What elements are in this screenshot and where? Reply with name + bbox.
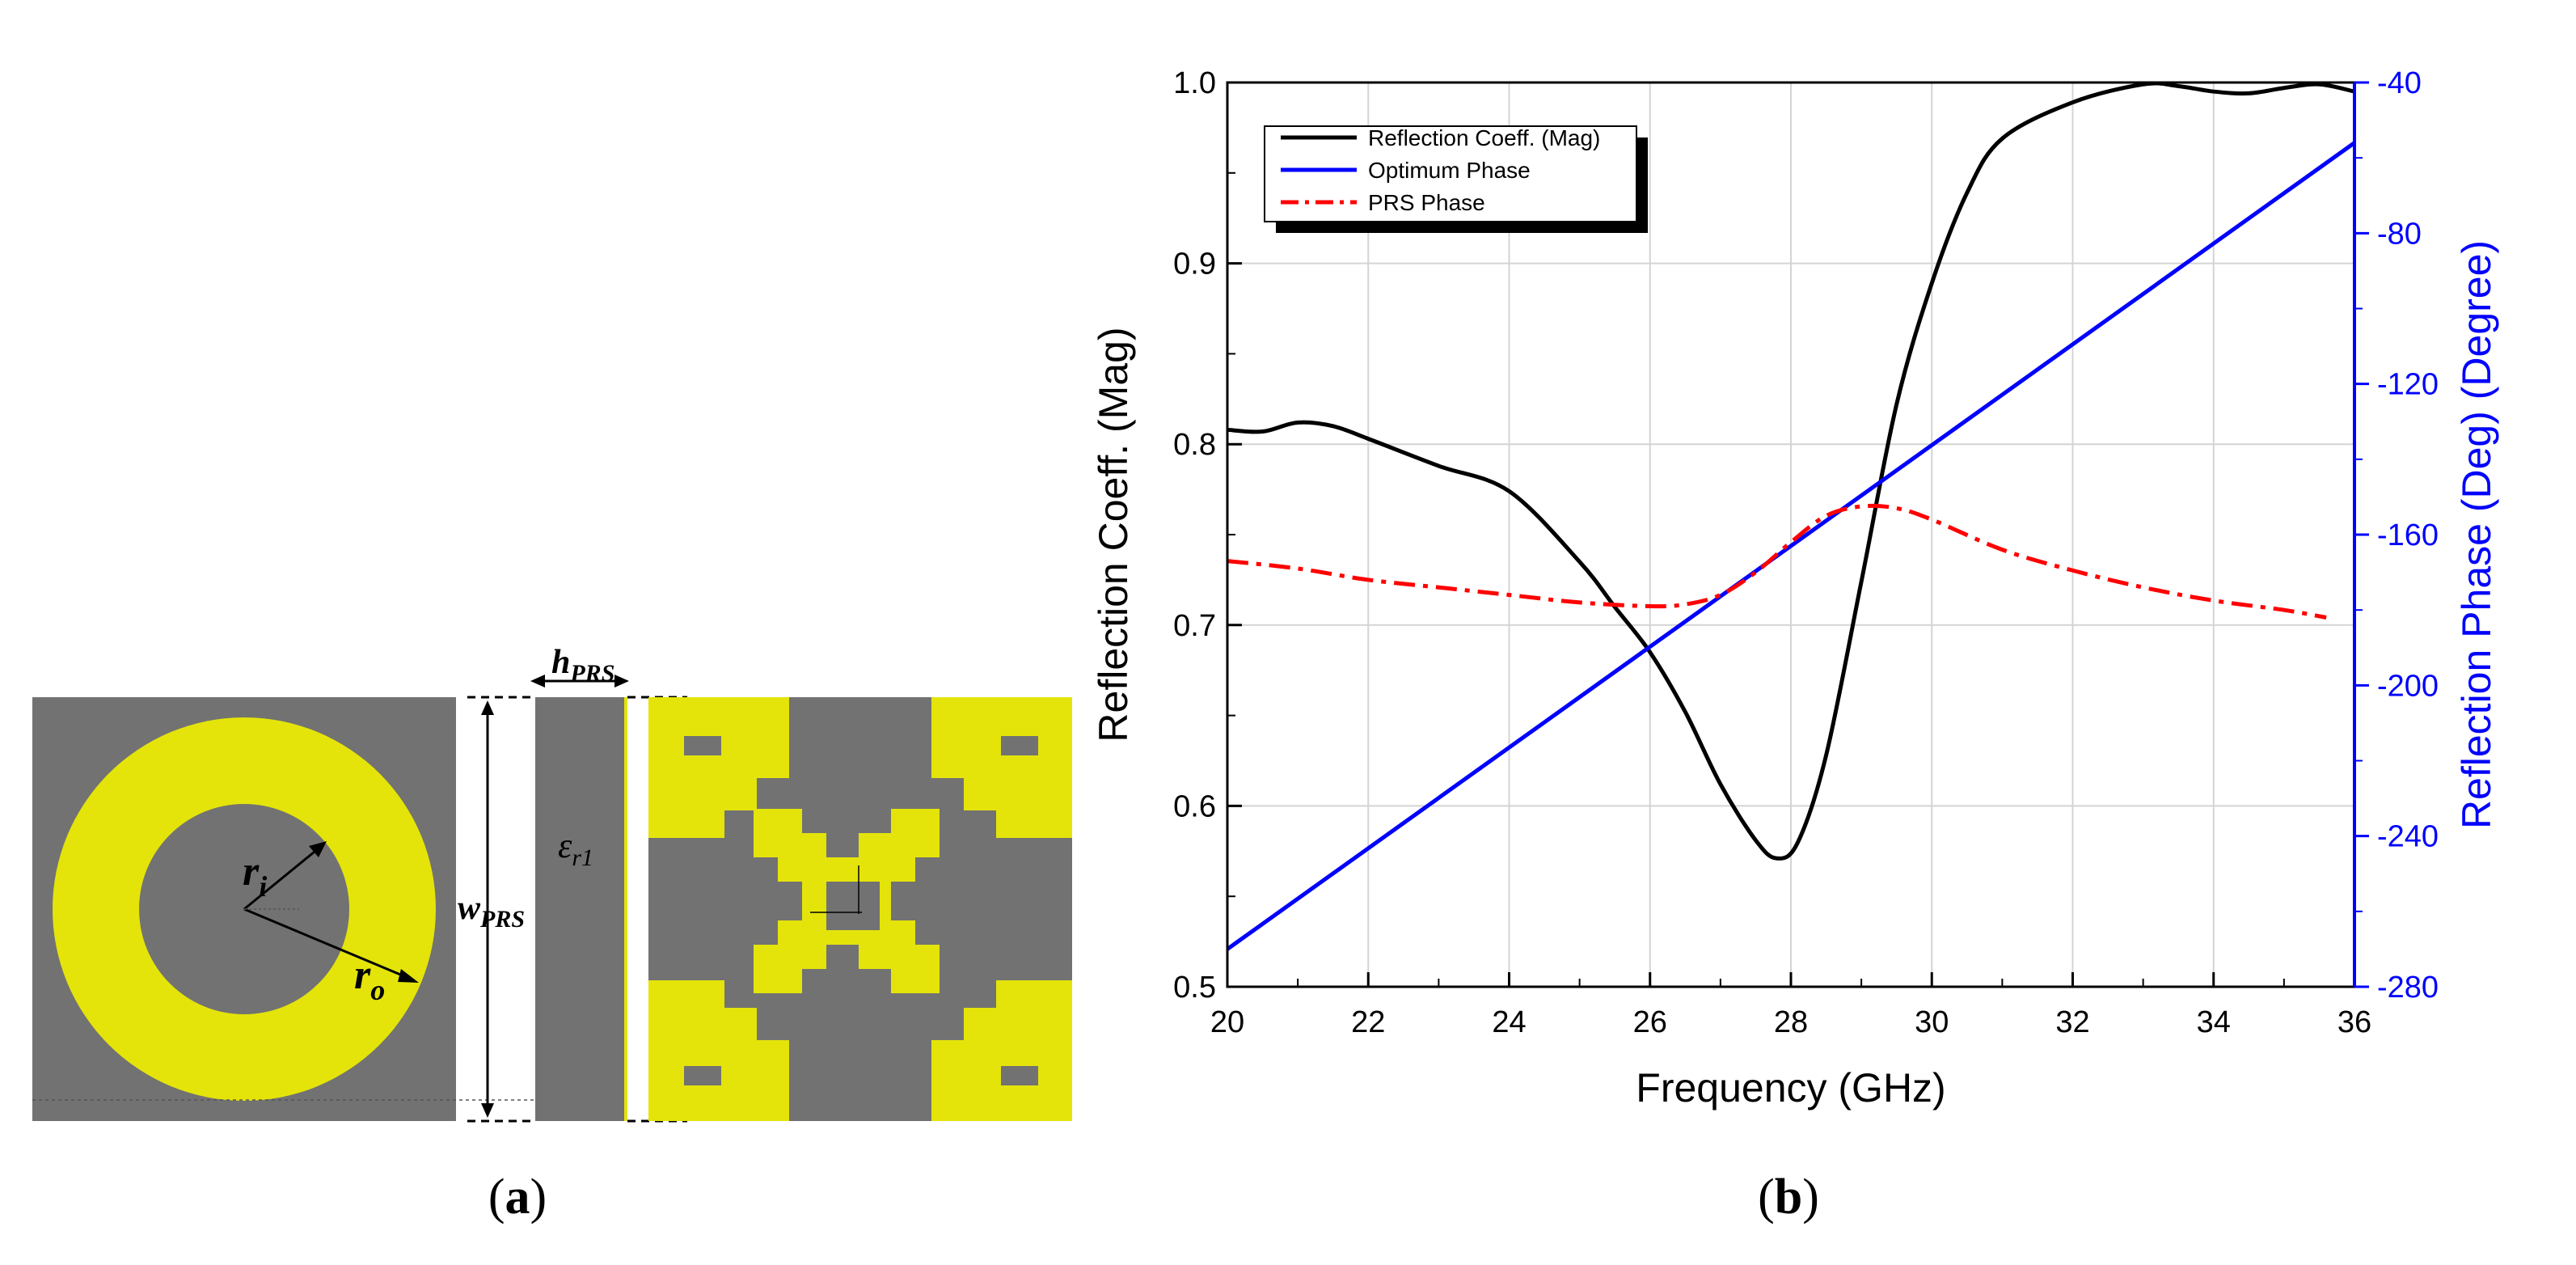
y-right-tick-label: -80 [2377, 217, 2422, 251]
ro-arrowhead [398, 969, 419, 983]
slot-tl [684, 736, 721, 755]
y-left-tick-label: 0.5 [1173, 971, 1216, 1005]
x-tick-label: 26 [1633, 1005, 1667, 1039]
ri-arrow [243, 843, 324, 911]
h-prs-label: hPRS [551, 644, 614, 687]
caption-a: (a) [488, 1170, 547, 1225]
ri-arrowhead [309, 841, 327, 857]
step-br-b [931, 980, 996, 1008]
w-arrowhead-bottom [481, 1103, 494, 1118]
x-tick-label: 36 [2337, 1005, 2371, 1039]
x-tick-label: 28 [1774, 1005, 1808, 1039]
x-axis-label: Frequency (GHz) [1636, 1065, 1945, 1111]
y-left-tick-label: 1.0 [1173, 66, 1216, 100]
y-right-tick-label: -160 [2377, 518, 2439, 552]
x-tick-label: 22 [1351, 1005, 1385, 1039]
series-prs-phase [1227, 503, 2327, 620]
y-right-tick-label: -40 [2377, 66, 2422, 100]
reflection-chart: 20 22 24 26 28 30 32 34 36 0.5 0.6 0.7 0.8 0.9 1.0 -280… [1091, 66, 2499, 1225]
substrate-side-view [535, 697, 626, 1121]
legend-label-mag: Reflection Coeff. (Mag) [1368, 125, 1600, 150]
caption-b: (b) [1758, 1170, 1819, 1225]
slot-tr [1001, 736, 1038, 755]
cross-cell [648, 697, 1072, 1121]
legend: Reflection Coeff. (Mag) Optimum Phase PR… [1264, 125, 1648, 233]
w-arrowhead-top [481, 700, 494, 715]
ro-arrow [243, 908, 415, 982]
y-right-tick-label: -280 [2377, 971, 2439, 1005]
x-tick-label: 20 [1210, 1005, 1244, 1039]
metal-side-layer [624, 697, 627, 1121]
legend-box [1264, 125, 1637, 222]
w-prs-label: wPRS [458, 890, 525, 933]
x-tick-label: 34 [2197, 1005, 2231, 1039]
y-right-tick-label: -120 [2377, 368, 2439, 402]
y-left-axis-label: Reflection Coeff. (Mag) [1091, 327, 1136, 742]
y-left-tick-label: 0.9 [1173, 248, 1216, 281]
center-cross-gap [826, 882, 880, 930]
panel-b: 20 22 24 26 28 30 32 34 36 0.5 0.6 0.7 0.8 0.9 1.0 -280… [1051, 0, 2576, 1265]
legend-label-optimum: Optimum Phase [1368, 158, 1531, 183]
axes: 20 22 24 26 28 30 32 34 36 0.5 0.6 0.7 0.8 0.9 1.0 -280… [1173, 66, 2439, 1039]
h-arrowhead-right [614, 675, 629, 688]
y-left-tick-label: 0.6 [1173, 789, 1216, 823]
series [1226, 81, 2356, 951]
ri-label: ri [243, 848, 267, 903]
panel-a: ri ro wPRS εr1 hPRS [0, 0, 1132, 1265]
series-reflection-magnitude [1227, 81, 2355, 861]
ro-label: ro [354, 952, 385, 1006]
x-tick-label: 30 [1915, 1005, 1949, 1039]
epsilon-label: εr1 [558, 826, 593, 871]
y-right-tick-label: -200 [2377, 669, 2439, 703]
series-optimum-phase [1226, 141, 2356, 951]
x-tick-label: 24 [1492, 1005, 1526, 1039]
y-right-axis-label: Reflection Phase (Deg) (Degree) [2454, 240, 2499, 829]
h-arrowhead-left [530, 675, 545, 688]
prs-geometry-figure: ri ro wPRS εr1 hPRS [32, 644, 1072, 1225]
slot-br [1001, 1066, 1038, 1085]
y-left-tick-label: 0.8 [1173, 428, 1216, 462]
slot-bl [684, 1066, 721, 1085]
y-right-tick-label: -240 [2377, 820, 2439, 854]
legend-label-prs: PRS Phase [1368, 190, 1485, 215]
step-tr-b [931, 810, 996, 838]
x-tick-label: 32 [2055, 1005, 2089, 1039]
y-left-tick-label: 0.7 [1173, 609, 1216, 643]
